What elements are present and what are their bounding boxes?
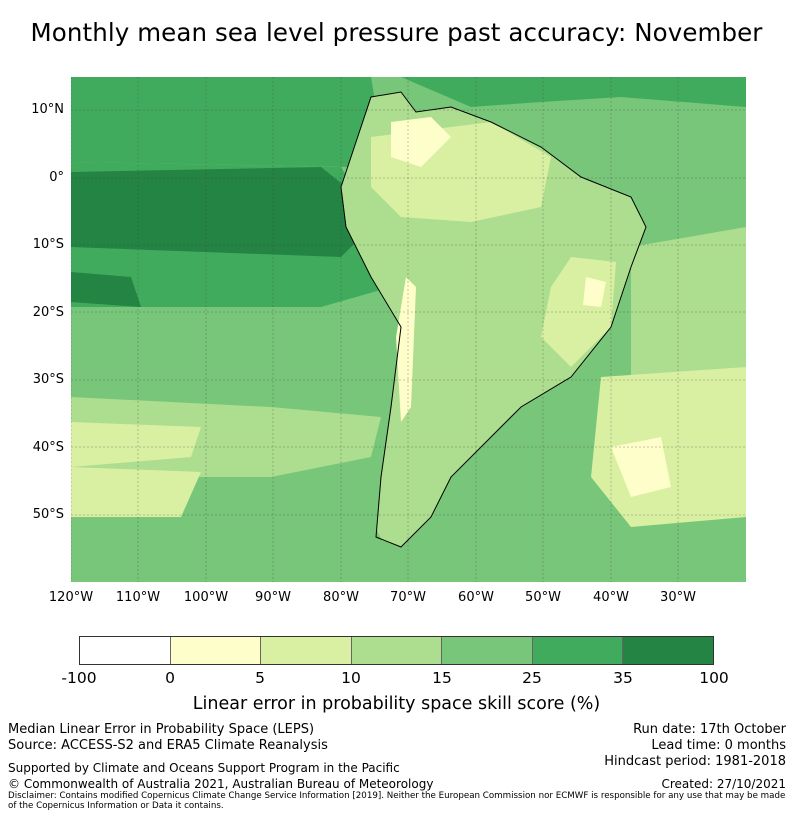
brazil-high-skill-patch xyxy=(583,277,606,307)
lead-time-text: Lead time: 0 months xyxy=(651,738,786,753)
lat-label: 50°S xyxy=(32,507,64,522)
colorbar-tick: -100 xyxy=(61,669,97,687)
lon-label: 70°W xyxy=(390,590,426,605)
graticule xyxy=(71,77,746,582)
lon-label: 30°W xyxy=(660,590,696,605)
colorbar-tick: 35 xyxy=(613,669,633,687)
colorbar-segment xyxy=(261,637,352,664)
skill-map xyxy=(71,77,746,582)
colorbar xyxy=(79,636,714,665)
southeast-pacific-patch xyxy=(71,467,201,517)
lon-label: 40°W xyxy=(593,590,629,605)
lon-label: 110°W xyxy=(115,590,161,605)
lon-label: 90°W xyxy=(255,590,291,605)
atlantic-high-skill-patch xyxy=(611,437,671,497)
south-pacific-mid xyxy=(71,317,381,397)
lat-label: 20°S xyxy=(32,305,64,320)
colorbar-segment xyxy=(80,637,171,664)
lon-label: 80°W xyxy=(323,590,359,605)
equatorial-pacific-core xyxy=(71,167,361,257)
colorbar-segment xyxy=(351,637,443,664)
colorbar-segment xyxy=(532,637,624,664)
north-atlantic-region xyxy=(601,77,746,97)
footer-right: Run date: 17th October Lead time: 0 mont… xyxy=(604,722,786,770)
disclaimer-text: Disclaimer: Contains modified Copernicus… xyxy=(8,791,786,811)
colorbar-tick: 5 xyxy=(255,669,265,687)
pacific-patch-dark xyxy=(71,272,141,307)
colorbar-label: Linear error in probability space skill … xyxy=(192,694,601,714)
hindcast-period-text: Hindcast period: 1981-2018 xyxy=(604,754,786,769)
source-text: Source: ACCESS-S2 and ERA5 Climate Reana… xyxy=(8,738,328,753)
skill-map-svg xyxy=(71,77,746,582)
footer-left: Median Linear Error in Probability Space… xyxy=(8,722,328,754)
andes-north-high-skill xyxy=(391,117,451,167)
colorbar-segment xyxy=(170,637,262,664)
method-text: Median Linear Error in Probability Space… xyxy=(8,722,315,737)
lat-label: 10°N xyxy=(31,102,64,117)
colorbar-tick: 15 xyxy=(432,669,452,687)
support-text: Supported by Climate and Oceans Support … xyxy=(8,761,400,775)
created-text: Created: 27/10/2021 xyxy=(661,777,786,791)
colorbar-tick: 10 xyxy=(341,669,361,687)
colorbar-segment xyxy=(442,637,533,664)
andes-south-high-skill xyxy=(396,277,416,422)
colorbar-tick: 25 xyxy=(522,669,542,687)
south-atlantic-region xyxy=(631,227,746,407)
coastline xyxy=(340,91,647,548)
colorbar-segment xyxy=(623,637,714,664)
lon-label: 60°W xyxy=(458,590,494,605)
run-date-text: Run date: 17th October xyxy=(633,722,786,737)
lon-label: 100°W xyxy=(183,590,229,605)
southern-ocean-region xyxy=(71,517,401,582)
lat-label: 10°S xyxy=(32,237,64,252)
lat-label: 40°S xyxy=(32,440,64,455)
lat-label: 0° xyxy=(49,170,64,185)
north-pacific-region xyxy=(71,77,381,167)
lat-label: 30°S xyxy=(32,372,64,387)
southern-atlantic-region xyxy=(431,527,746,582)
copyright-text: © Commonwealth of Australia 2021, Austra… xyxy=(8,777,434,791)
colorbar-tick: 0 xyxy=(165,669,175,687)
lon-label: 50°W xyxy=(525,590,561,605)
south-pacific-high-skill xyxy=(71,422,201,467)
lon-label: 120°W xyxy=(48,590,94,605)
colorbar-tick: 100 xyxy=(699,669,729,687)
chart-title: Monthly mean sea level pressure past acc… xyxy=(30,18,763,47)
